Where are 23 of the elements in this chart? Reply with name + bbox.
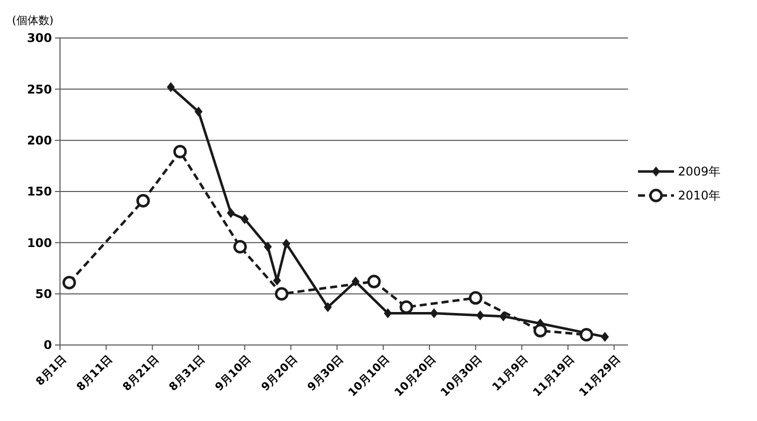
y-tick-label: 150 xyxy=(26,184,52,199)
x-tick-label: 8月31日 xyxy=(166,352,208,394)
x-tick-label: 11月29日 xyxy=(576,352,623,400)
x-tick-label: 10月10日 xyxy=(346,352,392,400)
y-tick-label: 0 xyxy=(44,338,52,352)
x-tick-label: 11月9日 xyxy=(490,352,531,394)
x-tick-label: 9月10日 xyxy=(212,352,254,394)
x-tick-label: 11月19日 xyxy=(530,352,577,400)
x-tick-label: 8月21日 xyxy=(120,352,162,394)
legend-label: 2009年 xyxy=(678,164,721,179)
x-tick-label: 8月1日 xyxy=(33,352,69,388)
y-tick-label: 200 xyxy=(26,134,52,148)
y-tick-label: 250 xyxy=(26,82,52,96)
legend-label: 2010年 xyxy=(678,188,721,203)
x-tick-label: 10月20日 xyxy=(392,352,438,400)
y-tick-label: 100 xyxy=(26,236,52,250)
x-tick-label: 9月30日 xyxy=(304,352,346,394)
y-axis-title: (個体数) xyxy=(12,14,54,27)
y-tick-label: 300 xyxy=(26,31,52,46)
x-tick-label: 8月11日 xyxy=(74,352,116,394)
x-tick-label: 10月30日 xyxy=(438,352,484,400)
y-tick-label: 50 xyxy=(35,287,52,302)
x-tick-label: 9月20日 xyxy=(258,352,300,394)
